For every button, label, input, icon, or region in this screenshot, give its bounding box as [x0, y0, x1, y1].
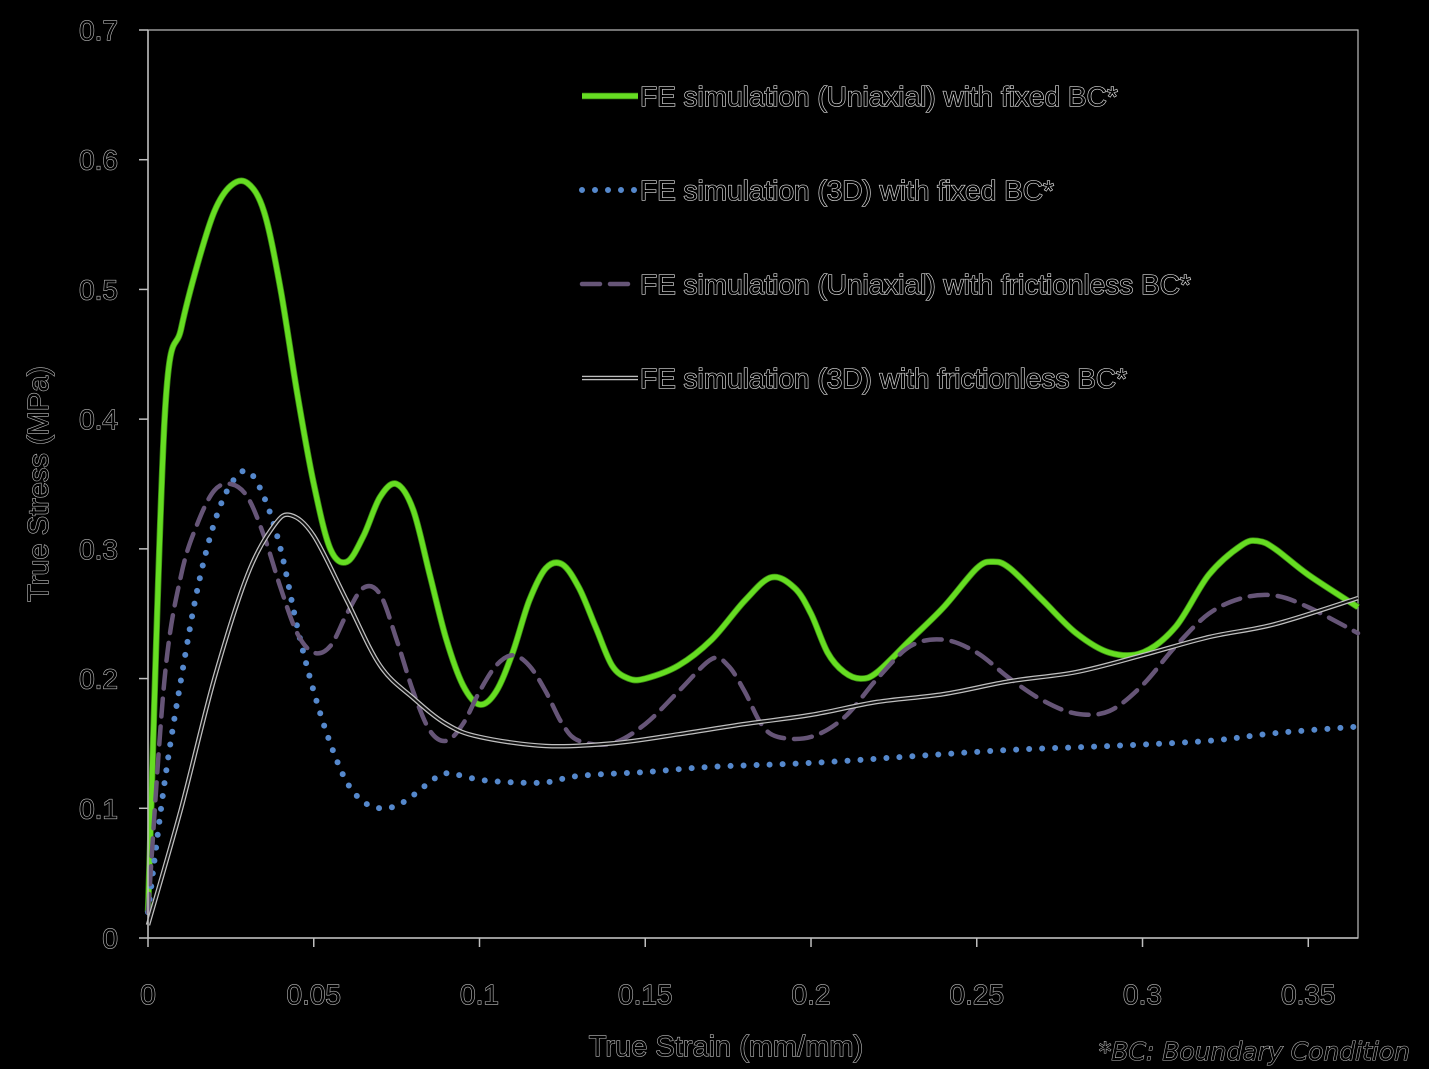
boundary-condition-footnote: *BC: Boundary Condition: [1099, 1037, 1410, 1066]
x-tick-label: 0.1: [460, 979, 499, 1010]
series-layer: [144, 177, 1361, 926]
legend-entry-1: FE simulation (3D) with fixed BC*: [640, 175, 1054, 206]
x-tick-label: 0.25: [950, 979, 1005, 1010]
x-tick-label: 0.15: [618, 979, 673, 1010]
y-tick-label: 0.3: [79, 534, 118, 565]
x-axis-title: True Strain (mm/mm): [589, 1031, 863, 1063]
series-2-line: [145, 481, 1361, 915]
legend: FE simulation (Uniaxial) with fixed BC* F…: [579, 80, 1192, 395]
y-tick-label: 0: [102, 923, 118, 954]
y-tick-label: 0.7: [79, 15, 118, 46]
x-tick-label: 0: [140, 979, 156, 1010]
y-tick-label: 0.2: [79, 664, 118, 695]
legend-entry-0: FE simulation (Uniaxial) with fixed BC*: [640, 81, 1118, 112]
legend-entry-2: FE simulation (Uniaxial) with frictionle…: [640, 269, 1191, 300]
y-tick-label: 0.4: [79, 404, 118, 435]
y-ticks: 0 0.1 0.2 0.3 0.4 0.5 0.6 0.7: [78, 14, 148, 955]
series-3-line: [147, 513, 1359, 926]
y-tick-label: 0.1: [79, 793, 118, 824]
y-tick-label: 0.6: [79, 145, 118, 176]
x-tick-label: 0.3: [1123, 979, 1162, 1010]
x-tick-label: 0.35: [1281, 979, 1336, 1010]
legend-entry-3: FE simulation (3D) with frictionless BC*: [640, 363, 1127, 394]
x-tick-label: 0.2: [792, 979, 831, 1010]
x-tick-label: 0.05: [287, 979, 342, 1010]
series-0-line: [145, 178, 1360, 913]
y-axis-title: True Stress (MPa): [23, 366, 55, 602]
axes-layer: [147, 30, 1358, 939]
x-ticks: 0 0.05 0.1 0.15 0.2 0.25 0.3 0.35: [140, 938, 1336, 1011]
y-tick-label: 0.5: [79, 274, 118, 305]
